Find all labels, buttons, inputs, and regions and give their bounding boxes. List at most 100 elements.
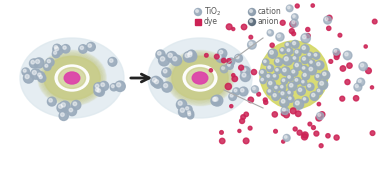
Circle shape [340,96,345,101]
Circle shape [220,138,225,144]
Circle shape [46,58,54,66]
Circle shape [325,18,328,21]
Circle shape [340,66,345,71]
Circle shape [160,57,165,61]
Circle shape [173,57,177,61]
Circle shape [307,52,313,58]
Circle shape [274,129,277,133]
Circle shape [357,78,365,86]
Circle shape [293,15,295,18]
Circle shape [233,88,240,95]
Circle shape [244,112,248,117]
Circle shape [226,24,232,30]
Circle shape [238,129,241,132]
Ellipse shape [38,50,106,106]
Circle shape [212,97,216,101]
Circle shape [353,96,359,101]
Circle shape [301,66,308,72]
Circle shape [53,45,63,55]
Circle shape [309,60,315,66]
Circle shape [31,69,41,79]
Circle shape [268,66,271,69]
Ellipse shape [44,56,100,100]
Circle shape [292,32,296,36]
Circle shape [285,42,291,48]
Ellipse shape [59,68,85,88]
Circle shape [370,86,373,89]
Circle shape [251,86,259,93]
Circle shape [242,68,246,72]
Circle shape [47,97,56,106]
Circle shape [273,75,276,77]
Circle shape [270,50,273,54]
Circle shape [96,87,104,96]
Circle shape [62,45,70,53]
Circle shape [280,48,286,54]
Ellipse shape [166,51,234,105]
Circle shape [214,54,219,59]
Circle shape [184,106,192,113]
Circle shape [151,76,161,87]
Circle shape [294,62,302,70]
Text: TiO$_2$: TiO$_2$ [204,6,222,18]
Circle shape [313,52,320,59]
Circle shape [283,68,286,72]
Circle shape [219,50,223,54]
Circle shape [310,61,312,63]
Circle shape [333,49,340,55]
Circle shape [287,5,293,12]
Circle shape [311,4,314,7]
Circle shape [99,81,108,91]
Circle shape [57,103,67,113]
Circle shape [228,58,235,65]
Circle shape [240,72,250,81]
Circle shape [298,88,302,91]
Circle shape [345,80,350,85]
Circle shape [73,102,77,106]
Circle shape [152,78,156,82]
Circle shape [370,131,375,135]
Circle shape [295,101,299,105]
Circle shape [61,103,65,107]
Circle shape [293,57,296,59]
Circle shape [248,40,256,49]
Circle shape [309,67,313,71]
Ellipse shape [40,53,104,103]
Circle shape [45,64,48,67]
Circle shape [242,73,246,77]
Circle shape [295,111,301,116]
Circle shape [212,95,223,106]
Circle shape [36,72,45,80]
Circle shape [162,82,172,92]
Circle shape [291,40,299,48]
Circle shape [171,55,181,66]
Circle shape [187,112,194,119]
Circle shape [301,33,310,43]
Circle shape [329,59,333,63]
Circle shape [319,112,325,117]
Circle shape [276,33,284,41]
Circle shape [53,44,61,52]
Circle shape [291,20,298,27]
Circle shape [211,96,220,105]
Circle shape [267,80,276,88]
Circle shape [358,79,361,83]
Circle shape [49,99,53,102]
Circle shape [279,84,286,91]
Circle shape [272,74,279,80]
Circle shape [269,81,272,85]
Circle shape [187,53,192,57]
Circle shape [227,59,231,63]
Ellipse shape [43,55,101,101]
Circle shape [288,96,294,102]
Circle shape [185,53,189,58]
Circle shape [249,10,253,12]
Circle shape [347,63,352,68]
Circle shape [228,63,230,66]
Circle shape [55,47,59,51]
Circle shape [216,53,225,62]
Circle shape [292,21,295,24]
Ellipse shape [148,38,252,118]
Circle shape [274,85,280,91]
Circle shape [287,90,293,96]
